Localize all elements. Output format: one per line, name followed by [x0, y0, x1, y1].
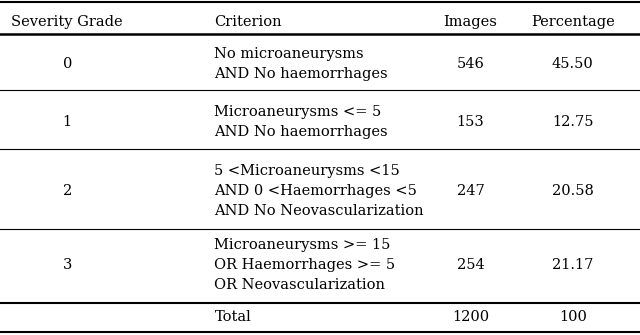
Text: Criterion: Criterion	[214, 15, 282, 29]
Text: Total: Total	[214, 310, 251, 324]
Text: AND No Neovascularization: AND No Neovascularization	[214, 204, 424, 218]
Text: 5 <Microaneurysms <15: 5 <Microaneurysms <15	[214, 164, 400, 178]
Text: OR Neovascularization: OR Neovascularization	[214, 278, 385, 292]
Text: 1: 1	[63, 115, 72, 129]
Text: 45.50: 45.50	[552, 57, 594, 71]
Text: 3: 3	[63, 258, 72, 272]
Text: 546: 546	[456, 57, 484, 71]
Text: 20.58: 20.58	[552, 184, 594, 198]
Text: OR Haemorrhages >= 5: OR Haemorrhages >= 5	[214, 258, 396, 272]
Text: 100: 100	[559, 310, 587, 324]
Text: AND 0 <Haemorrhages <5: AND 0 <Haemorrhages <5	[214, 184, 417, 198]
Text: 12.75: 12.75	[552, 115, 593, 129]
Text: 21.17: 21.17	[552, 258, 593, 272]
Text: 247: 247	[456, 184, 484, 198]
Text: No microaneurysms: No microaneurysms	[214, 47, 364, 61]
Text: Images: Images	[444, 15, 497, 29]
Text: Microaneurysms <= 5: Microaneurysms <= 5	[214, 105, 381, 119]
Text: 0: 0	[63, 57, 72, 71]
Text: 254: 254	[456, 258, 484, 272]
Text: 1200: 1200	[452, 310, 489, 324]
Text: Severity Grade: Severity Grade	[12, 15, 123, 29]
Text: AND No haemorrhages: AND No haemorrhages	[214, 67, 388, 81]
Text: 2: 2	[63, 184, 72, 198]
Text: Percentage: Percentage	[531, 15, 614, 29]
Text: 153: 153	[456, 115, 484, 129]
Text: Microaneurysms >= 15: Microaneurysms >= 15	[214, 238, 391, 252]
Text: AND No haemorrhages: AND No haemorrhages	[214, 125, 388, 139]
